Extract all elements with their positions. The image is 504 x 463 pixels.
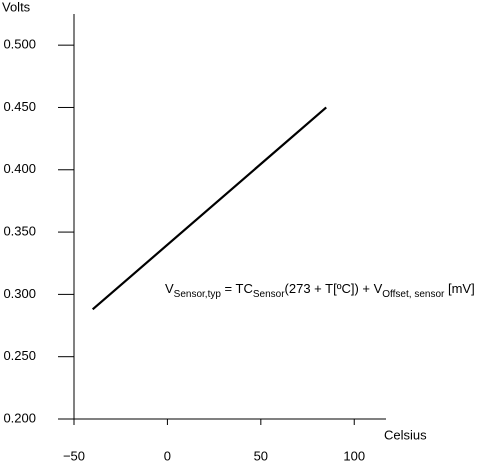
annotation-part: Sensor [253, 289, 285, 300]
y-tick-label: 0.250 [3, 348, 36, 363]
y-tick-label: 0.500 [3, 37, 36, 52]
annotation-part: = TC [221, 281, 253, 296]
x-tick-label: −50 [63, 448, 85, 463]
annotation-part: V [165, 281, 174, 296]
annotation: VSensor,typ = TCSensor(273 + T[ºC]) + VO… [165, 281, 475, 299]
x-tick-label: 100 [343, 448, 365, 463]
y-tick-label: 0.200 [3, 410, 36, 425]
annotation-part: Sensor,typ [174, 289, 222, 300]
x-tick-label: 50 [254, 448, 268, 463]
x-axis-label: Celsius [384, 427, 427, 442]
x-tick-label: 0 [164, 448, 171, 463]
y-axis-label: Volts [2, 0, 31, 14]
annotation-part: (273 + T[ºC]) + V [285, 281, 383, 296]
annotation-part: [mV] [444, 281, 474, 296]
annotation-part: Offset, sensor [382, 289, 445, 300]
series-line [91, 106, 327, 311]
y-tick-label: 0.450 [3, 99, 36, 114]
y-tick-label: 0.400 [3, 161, 36, 176]
y-tick-label: 0.300 [3, 286, 36, 301]
y-tick-label: 0.350 [3, 224, 36, 239]
